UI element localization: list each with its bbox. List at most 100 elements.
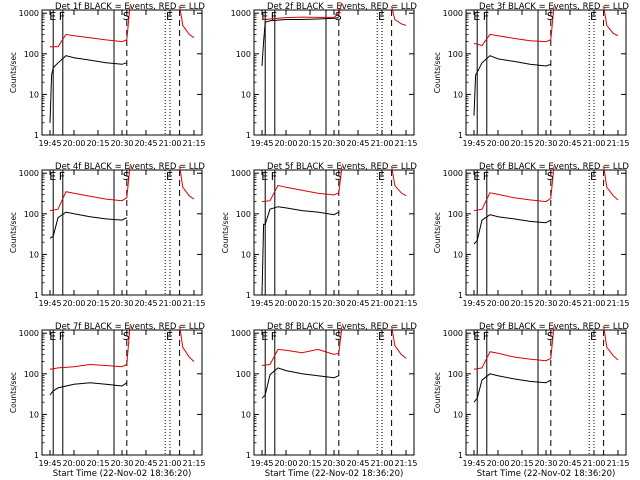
marker-label: E — [590, 10, 597, 23]
panel-det-1: Det 1f BLACK = Events, RED = LLD11010010… — [9, 2, 206, 148]
marker-label: S — [123, 10, 130, 23]
panel-det-9: Det 9f BLACK = Events, RED = LLD11010010… — [433, 322, 630, 479]
marker-label: E — [590, 330, 597, 343]
series-line-lld — [473, 326, 555, 370]
series-line-lld — [391, 5, 407, 26]
x-tick-label: 20:00 — [274, 459, 297, 468]
x-tick-label: 20:45 — [346, 139, 369, 148]
x-tick-label: 20:45 — [134, 139, 157, 148]
x-tick-label: 21:15 — [394, 459, 417, 468]
x-tick-label: 21:15 — [606, 139, 629, 148]
plot-frame — [253, 329, 415, 456]
panel-det-5: Det 5f BLACK = Events, RED = LLD11010010… — [221, 162, 418, 308]
x-tick-label: 21:15 — [606, 299, 629, 308]
y-tick-label: 10 — [241, 90, 251, 99]
series-line-lld — [179, 6, 195, 39]
x-tick-label: 20:15 — [86, 139, 109, 148]
y-tick-label: 1000 — [231, 329, 251, 338]
y-tick-label: 1000 — [19, 329, 39, 338]
series-line-lld — [179, 166, 195, 200]
y-tick-label: 10 — [241, 250, 251, 259]
x-tick-label: 20:30 — [110, 139, 133, 148]
x-tick-label: 20:00 — [486, 139, 509, 148]
marker-label: E — [473, 330, 480, 343]
series-line-lld — [49, 166, 131, 212]
y-tick-label: 100 — [236, 210, 251, 219]
marker-label: E — [473, 170, 480, 183]
x-tick-label: 21:15 — [394, 139, 417, 148]
x-tick-label: 20:30 — [322, 459, 345, 468]
x-tick-label: 20:30 — [322, 139, 345, 148]
series-line-events — [49, 211, 128, 239]
x-tick-label: 19:45 — [462, 299, 485, 308]
series-line-lld — [261, 326, 343, 366]
x-tick-label: 21:00 — [582, 459, 605, 468]
x-tick-label: 20:15 — [298, 459, 321, 468]
marker-label: S — [547, 170, 554, 183]
y-tick-label: 1000 — [231, 169, 251, 178]
x-tick-label: 20:45 — [346, 459, 369, 468]
plot-frame — [465, 329, 627, 456]
y-tick-label: 10 — [453, 410, 463, 419]
x-axis-label: Start Time (22-Nov-02 18:36:20) — [53, 469, 192, 479]
x-axis-label: Start Time (22-Nov-02 18:36:20) — [265, 469, 404, 479]
series-line-events — [473, 373, 552, 403]
x-tick-label: 21:00 — [582, 299, 605, 308]
x-tick-label: 20:30 — [534, 459, 557, 468]
marker-label: F — [59, 330, 65, 343]
x-tick-label: 20:45 — [134, 459, 157, 468]
marker-label: E — [261, 170, 268, 183]
plot-frame — [41, 169, 203, 296]
marker-label: F — [271, 170, 277, 183]
x-tick-label: 20:15 — [510, 299, 533, 308]
y-tick-label: 100 — [448, 50, 463, 59]
x-tick-label: 21:00 — [582, 139, 605, 148]
x-tick-label: 21:00 — [370, 459, 393, 468]
x-tick-label: 19:45 — [38, 299, 61, 308]
marker-label: S — [335, 330, 342, 343]
x-tick-label: 20:15 — [298, 139, 321, 148]
x-tick-label: 20:00 — [62, 139, 85, 148]
panel-det-7: Det 7f BLACK = Events, RED = LLD11010010… — [9, 322, 206, 479]
plot-frame — [465, 9, 627, 136]
marker-label: E — [261, 330, 268, 343]
x-tick-label: 20:15 — [86, 299, 109, 308]
y-tick-label: 1000 — [19, 169, 39, 178]
series-line-events — [473, 214, 552, 245]
x-tick-label: 20:00 — [486, 459, 509, 468]
y-axis-label: Counts/sec — [433, 212, 442, 253]
y-axis-label: Counts/sec — [433, 52, 442, 93]
series-line-lld — [603, 326, 619, 361]
series-line-lld — [49, 326, 131, 370]
y-axis-label: Counts/sec — [433, 372, 442, 413]
panel-title: Det 2f BLACK = Events, RED = LLD — [267, 2, 417, 12]
x-tick-label: 20:15 — [86, 459, 109, 468]
series-line-events — [261, 17, 339, 67]
y-tick-label: 10 — [453, 90, 463, 99]
y-axis-label: Counts/sec — [9, 52, 18, 93]
marker-label: S — [335, 170, 342, 183]
marker-label: S — [123, 170, 130, 183]
x-tick-label: 20:00 — [274, 299, 297, 308]
y-axis-label: Counts/sec — [9, 212, 18, 253]
series-line-lld — [603, 166, 619, 201]
marker-label: S — [547, 10, 554, 23]
x-tick-label: 19:45 — [38, 459, 61, 468]
panel-det-2: Det 2f BLACK = Events, RED = LLD 1 10 100 10… — [231, 2, 418, 148]
series-line-lld — [50, 6, 131, 48]
y-tick-label: 100 — [448, 210, 463, 219]
y-tick-label: 1000 — [231, 9, 251, 18]
x-tick-label: 21:15 — [394, 299, 417, 308]
x-tick-label: 21:00 — [370, 139, 393, 148]
x-tick-label: 20:45 — [346, 299, 369, 308]
y-tick-label: 100 — [236, 370, 251, 379]
x-tick-label: 21:15 — [182, 299, 205, 308]
y-tick-label: 100 — [24, 370, 39, 379]
x-tick-label: 21:00 — [158, 459, 181, 468]
plot-frame — [41, 329, 203, 456]
marker-label: E — [166, 10, 173, 23]
plot-frame — [253, 9, 415, 136]
x-axis-label: Start Time (22-Nov-02 18:36:20) — [477, 469, 616, 479]
marker-label: F — [483, 170, 489, 183]
marker-label: E — [49, 330, 56, 343]
